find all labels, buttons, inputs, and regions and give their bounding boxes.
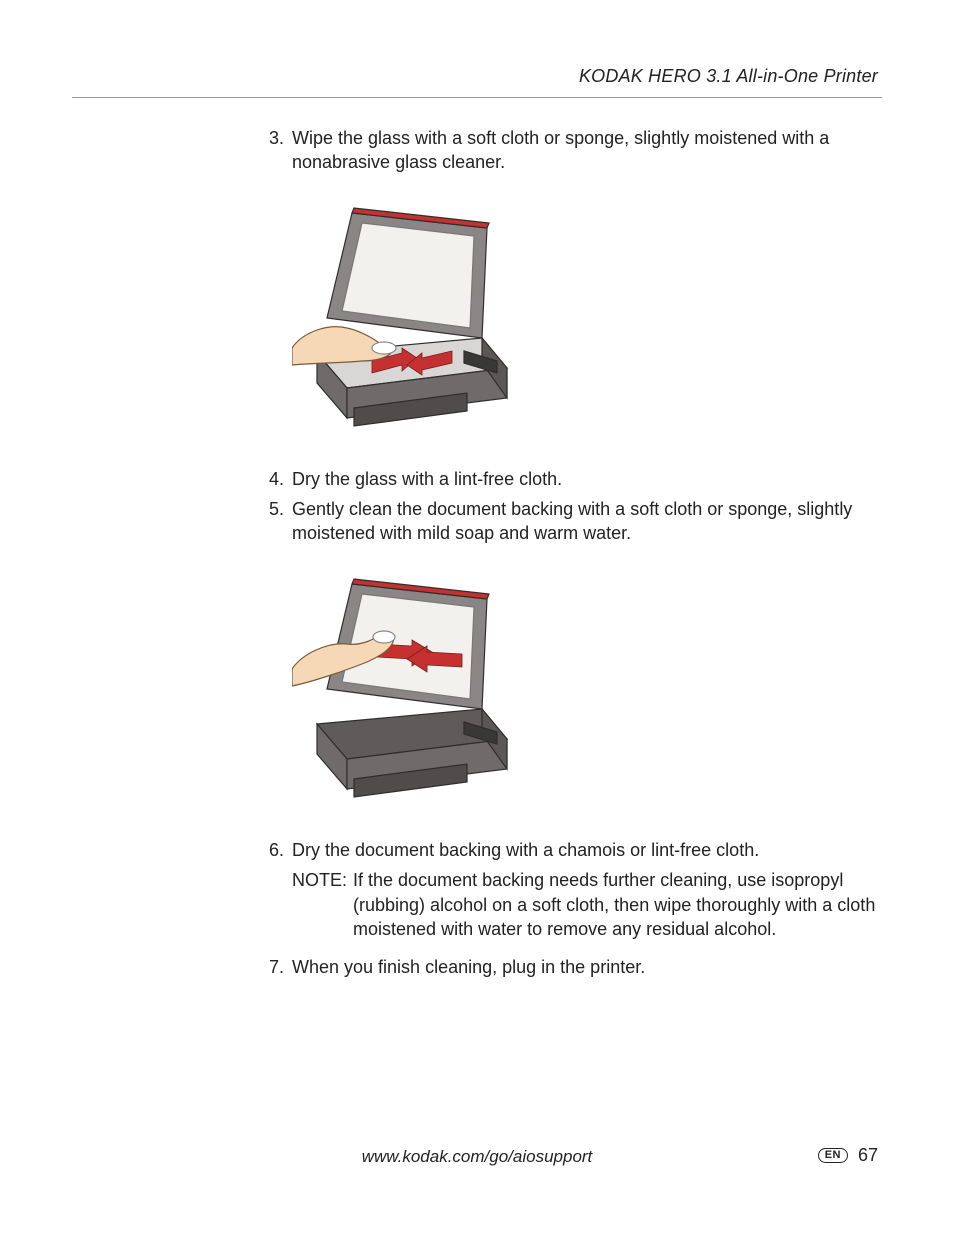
footer-url: www.kodak.com/go/aiosupport [72,1147,882,1167]
step-5: 5. Gently clean the document backing wit… [262,497,878,546]
step-4: 4. Dry the glass with a lint-free cloth. [262,467,878,491]
step-number: 6. [262,838,292,862]
content-area: 3. Wipe the glass with a soft cloth or s… [72,126,882,980]
step-text: Dry the glass with a lint-free cloth. [292,467,878,491]
page-footer: www.kodak.com/go/aiosupport EN 67 [72,1147,882,1177]
step-text: When you finish cleaning, plug in the pr… [292,955,878,979]
step-number: 7. [262,955,292,979]
printer-lid-inner [342,223,474,328]
step-text: Wipe the glass with a soft cloth or spon… [292,126,878,175]
step-number: 3. [262,126,292,175]
note-label: NOTE: [292,868,353,941]
step-number: 5. [262,497,292,546]
note-text: If the document backing needs further cl… [353,868,878,941]
step-text: Gently clean the document backing with a… [292,497,878,546]
page-number: 67 [858,1145,878,1166]
figure-clean-backing [292,564,878,820]
step-6: 6. Dry the document backing with a chamo… [262,838,878,862]
step-number: 4. [262,467,292,491]
cloth [373,631,395,643]
printer-illustration-2-svg [292,564,522,814]
note-block: NOTE: If the document backing needs furt… [292,868,878,941]
page-header-title: KODAK HERO 3.1 All-in-One Printer [72,66,882,97]
figure-wipe-glass [292,193,878,449]
step-3: 3. Wipe the glass with a soft cloth or s… [262,126,878,175]
footer-right: EN 67 [818,1145,878,1166]
language-pill: EN [818,1148,848,1163]
hand-icon [292,326,396,364]
printer-illustration-1-svg [292,193,522,443]
page: KODAK HERO 3.1 All-in-One Printer 3. Wip… [0,0,954,1235]
step-text: Dry the document backing with a chamois … [292,838,878,862]
header-rule [72,97,882,98]
cloth [372,342,396,354]
step-7: 7. When you finish cleaning, plug in the… [262,955,878,979]
